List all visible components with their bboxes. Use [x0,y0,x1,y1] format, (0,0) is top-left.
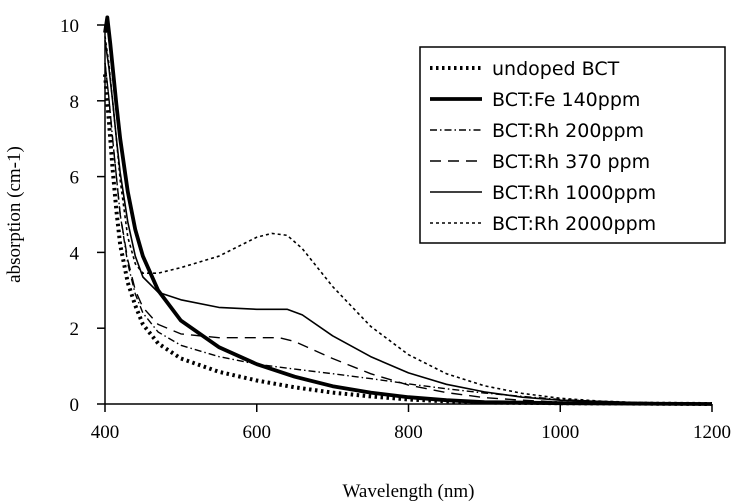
x-tick-label-0: 400 [91,422,120,443]
y-axis-title: absorption (cm-1) [4,146,25,283]
legend-label-0: undoped BCT [492,58,620,80]
series-line-5 [104,36,713,405]
legend-box [419,46,726,244]
legend-label-4: BCT:Rh 1000ppm [492,182,656,204]
series-line-1 [103,15,713,406]
series-line-3 [104,62,713,405]
x-axis-title: Wavelength (nm) [343,481,475,502]
legend-label-3: BCT:Rh 370 ppm [492,151,650,173]
legend-label-2: BCT:Rh 200ppm [492,120,644,142]
legend-label-5: BCT:Rh 2000ppm [492,213,656,235]
y-tick-label-3: 6 [70,168,80,189]
y-tick-label-4: 8 [70,92,80,113]
legend: undoped BCT BCT:Fe 140ppm BCT:Rh 200ppm BCT… [419,46,726,244]
y-tick-label-0: 0 [70,395,80,416]
series-line-4 [104,40,713,405]
y-tick-label-5: 10 [60,16,79,37]
x-tick-label-3: 1000 [541,422,579,443]
x-tick-label-4: 1200 [693,422,731,443]
y-tick-label-1: 2 [70,319,80,340]
series-layer [103,15,713,406]
x-tick-label-2: 800 [394,422,423,443]
x-tick-label-1: 600 [243,422,272,443]
axes-layer: 400 600 800 1000 1200 0 2 4 6 8 10 [60,16,731,443]
y-tick-label-2: 4 [70,243,80,264]
legend-label-1: BCT:Fe 140ppm [492,89,640,111]
